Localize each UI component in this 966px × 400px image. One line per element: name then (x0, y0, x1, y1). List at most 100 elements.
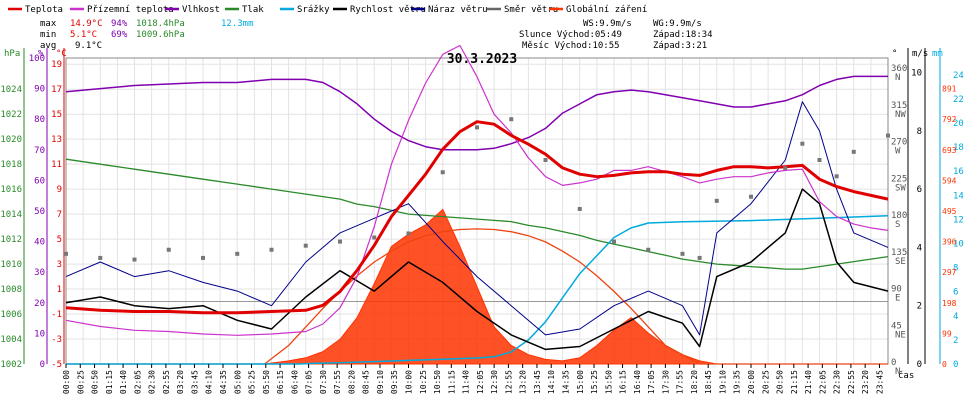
tick-label-mm: 6 (953, 288, 958, 298)
tick-label-mm: 8 (953, 264, 958, 274)
chart-title: 30.3.2023 (447, 52, 517, 67)
tick-label-pct: 10 (34, 329, 45, 339)
stat-hum-min: 69% (111, 30, 128, 40)
series-humidity (65, 75, 888, 151)
stat-wind-gust: WG:9.9m/s (653, 19, 702, 29)
series-clear-sky-radiation (66, 228, 888, 365)
tick-label-mm: 16 (953, 167, 964, 177)
tick-label-dir-name: NE (895, 330, 906, 340)
tick-label-pct: 30 (34, 268, 45, 278)
stat-rain: 12.3mm (221, 19, 254, 29)
x-tick-label: 02:05 (133, 370, 142, 394)
wind-direction-point (166, 247, 171, 252)
x-tick-label: 21:15 (790, 370, 799, 394)
tick-label-wm2: 396 (942, 238, 957, 247)
tick-label-degc: 3 (57, 260, 62, 270)
tick-label-ms: 8 (917, 127, 922, 137)
x-tick-label: 13:45 (533, 370, 542, 394)
x-tick-label: 10:50 (433, 370, 442, 394)
tick-label-pct: 60 (34, 176, 45, 186)
axes: hPa% °C ° m/s mm1002100410061008101010121014… (0, 48, 964, 377)
tick-label-degc: -3 (51, 335, 62, 345)
tick-label-degc: 5 (57, 235, 62, 245)
tick-label-pct: 40 (34, 238, 45, 248)
wind-direction-point (817, 158, 822, 162)
stat-hum-max: 94% (111, 19, 128, 29)
stat-sun-rise: Slunce Východ:05:49 (519, 30, 622, 40)
wind-direction-point (338, 239, 342, 244)
wind-direction-point (714, 198, 719, 203)
tick-label-dir: 315 (891, 101, 907, 111)
x-tick-label: 03:20 (176, 370, 185, 394)
legend-label: Vlhkost (182, 5, 220, 15)
tick-label-degc: 15 (51, 110, 62, 120)
wind-direction-point (303, 243, 308, 248)
tick-label-mm: 2 (953, 336, 958, 346)
x-tick-label: 15:50 (604, 370, 613, 394)
tick-label-pct: 0 (40, 360, 45, 370)
tick-label-hpa: 1024 (0, 85, 22, 95)
tick-label-hpa: 1022 (0, 110, 22, 120)
tick-label-dir-name: SW (895, 183, 906, 193)
tick-label-mm: 18 (953, 143, 964, 153)
series-layer (64, 44, 890, 365)
legend-label: Srážky (297, 5, 330, 15)
x-tick-label: 10:00 (405, 370, 414, 394)
wind-direction-point (64, 251, 68, 256)
tick-label-mm: 12 (953, 215, 964, 225)
stat-temp-avg: 9.1°C (75, 41, 102, 51)
x-tick-label: 17:55 (676, 370, 685, 394)
x-tick-label: 07:30 (319, 370, 328, 394)
x-tick-label: 17:30 (661, 370, 670, 394)
tick-label-hpa: 1010 (0, 260, 22, 270)
x-tick-label: 14:10 (547, 370, 556, 394)
tick-label-pct: 20 (34, 299, 45, 309)
series-temperature (65, 120, 889, 315)
x-tick-label: 01:15 (105, 370, 114, 394)
stat-moon-rise: Měsíc Východ:10:55 (522, 41, 620, 51)
x-tick-label: 03:45 (190, 370, 199, 394)
axis-title-ms: m/s (912, 49, 928, 59)
tick-label-hpa: 1018 (0, 160, 22, 170)
x-tick-label: 00:25 (76, 370, 85, 394)
stats-panel: max 14.9°C 94% 1018.4hPa 12.3mm min 5.1°… (40, 19, 713, 51)
x-tick-label: 16:15 (619, 370, 628, 394)
tick-label-dir: 180 (891, 211, 907, 221)
x-tick-label: 10:25 (419, 370, 428, 394)
wind-direction-point (201, 255, 205, 260)
wind-direction-point (646, 247, 651, 252)
tick-label-pct: 90 (34, 85, 45, 95)
tick-label-hpa: 1006 (0, 310, 22, 320)
wind-direction-point (851, 149, 856, 154)
x-tick-label: 07:05 (305, 370, 314, 394)
tick-label-pct: 80 (34, 115, 45, 125)
tick-label-degc: 9 (57, 185, 62, 195)
wind-direction-point (235, 251, 240, 256)
x-tick-label: 09:10 (376, 370, 385, 394)
tick-label-wm2: 297 (942, 268, 957, 277)
tick-label-dir: 90 (891, 285, 902, 295)
tick-label-wm2: 99 (942, 329, 952, 338)
stat-sun-set: Západ:18:34 (653, 30, 713, 40)
tick-label-dir: 360 (891, 64, 907, 74)
tick-label-hpa: 1012 (0, 235, 22, 245)
tick-label-hpa: 1020 (0, 135, 22, 145)
x-tick-label: 15:25 (590, 370, 599, 394)
tick-label-wm2: 594 (942, 176, 957, 185)
tick-label-dir: 135 (891, 248, 907, 258)
x-tick-label: 18:20 (690, 370, 699, 394)
tick-label-dir-name: W (895, 147, 901, 157)
x-axis-title: čas (898, 370, 914, 381)
x-tick-label: 00:00 (62, 370, 71, 394)
x-tick-label: 20:50 (776, 370, 785, 394)
x-tick-label: 13:20 (519, 370, 528, 394)
x-tick-label: 05:25 (248, 370, 257, 394)
tick-label-degc: 7 (57, 210, 62, 220)
x-tick-label: 04:10 (205, 370, 214, 394)
wind-direction-point (269, 247, 274, 252)
series-wind-gust (65, 101, 889, 336)
stat-press-max: 1018.4hPa (136, 19, 185, 29)
legend-label: Rychlost větru (350, 5, 426, 15)
legend-label: Směr větru (504, 5, 558, 15)
